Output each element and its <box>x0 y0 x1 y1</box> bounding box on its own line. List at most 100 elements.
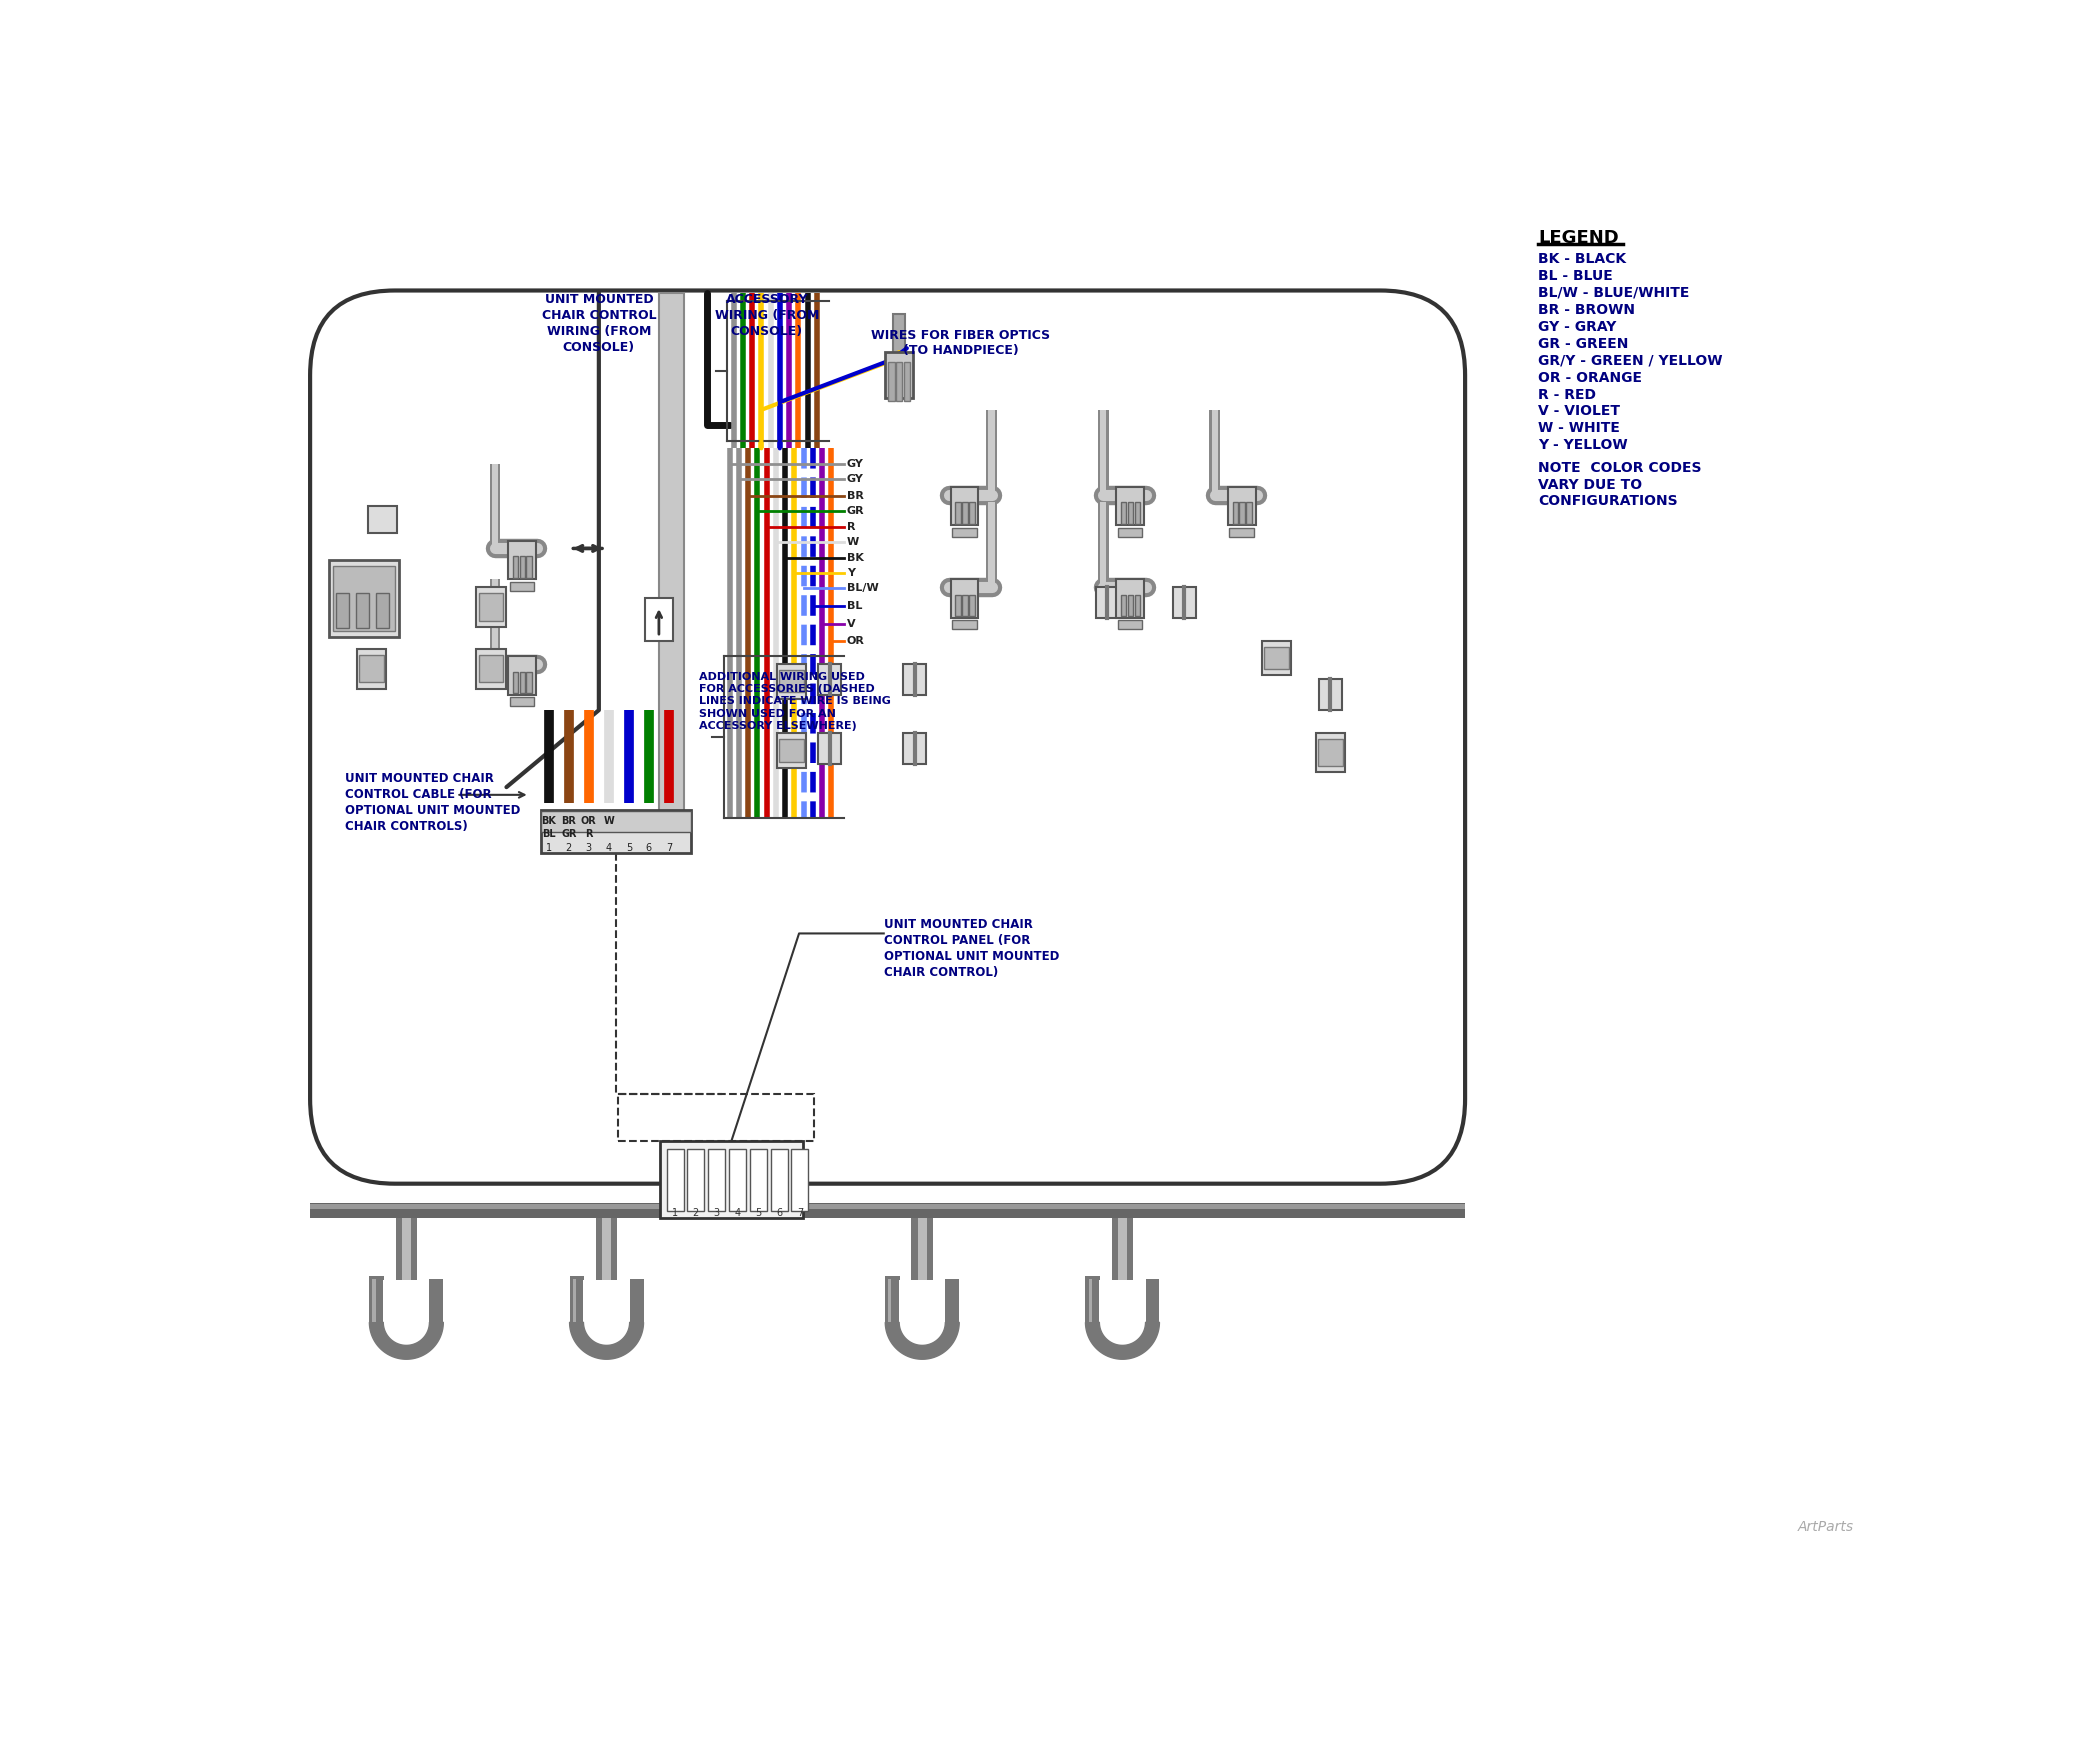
Text: BK - BLACK: BK - BLACK <box>1537 252 1625 266</box>
Text: BK: BK <box>846 552 863 563</box>
Bar <box>573 1279 575 1322</box>
Bar <box>430 1279 443 1322</box>
Bar <box>918 1218 926 1281</box>
Text: 1: 1 <box>546 842 552 853</box>
Text: 7: 7 <box>796 1207 802 1218</box>
Bar <box>370 1279 382 1322</box>
Text: Y - YELLOW: Y - YELLOW <box>1537 438 1628 452</box>
Text: V - VIOLET: V - VIOLET <box>1537 405 1621 419</box>
Bar <box>819 734 842 763</box>
Bar <box>1239 501 1245 524</box>
Bar <box>729 1150 746 1211</box>
Text: BR: BR <box>846 491 863 501</box>
Bar <box>1086 1279 1100 1322</box>
Bar <box>542 811 691 832</box>
Bar <box>617 1094 815 1141</box>
Polygon shape <box>569 1322 643 1359</box>
Bar <box>989 501 995 587</box>
Bar <box>956 501 962 524</box>
Bar <box>1100 411 1107 494</box>
Bar <box>527 556 531 578</box>
Bar <box>1264 646 1289 669</box>
Bar <box>951 487 979 526</box>
Bar <box>886 1275 901 1281</box>
Text: BL/W - BLUE/WHITE: BL/W - BLUE/WHITE <box>1537 287 1691 300</box>
Text: 4: 4 <box>605 842 611 853</box>
Bar <box>659 293 685 826</box>
Text: OR: OR <box>846 636 865 646</box>
Text: GR: GR <box>561 830 578 840</box>
Text: 5: 5 <box>756 1207 762 1218</box>
Text: 4: 4 <box>735 1207 741 1218</box>
Bar <box>819 664 842 695</box>
Bar <box>334 566 395 631</box>
Bar <box>771 1150 788 1211</box>
Text: BL: BL <box>542 830 557 840</box>
Bar <box>477 648 506 688</box>
Text: BR: BR <box>561 816 575 826</box>
Bar <box>370 1275 384 1281</box>
Bar <box>479 655 504 683</box>
Bar <box>951 580 979 618</box>
Bar <box>1228 528 1254 536</box>
Bar <box>1134 594 1140 617</box>
Bar <box>1228 487 1256 526</box>
Text: ADDITIONAL WIRING USED
FOR ACCESSORIES (DASHED
LINES INDICATE WIRE IS BEING
SHOW: ADDITIONAL WIRING USED FOR ACCESSORIES (… <box>699 671 890 732</box>
Bar <box>987 501 998 587</box>
Bar <box>1117 528 1142 536</box>
Bar <box>1096 587 1119 618</box>
Bar <box>336 592 349 627</box>
Bar <box>569 1279 584 1322</box>
Bar <box>527 671 531 694</box>
Bar <box>892 314 905 356</box>
Text: Y: Y <box>846 568 855 578</box>
Bar <box>479 592 504 620</box>
Bar <box>1319 680 1342 709</box>
Bar <box>508 657 536 695</box>
Bar <box>777 734 806 769</box>
Bar <box>1317 734 1344 772</box>
Bar <box>970 594 974 617</box>
Text: W: W <box>846 538 859 547</box>
Bar <box>512 671 519 694</box>
Bar <box>1210 411 1220 494</box>
Bar <box>1117 620 1142 629</box>
Text: LEGEND: LEGEND <box>1537 229 1619 246</box>
Bar <box>1098 501 1109 587</box>
Text: GY: GY <box>846 459 863 468</box>
Bar <box>1121 594 1126 617</box>
Bar <box>645 599 672 641</box>
Text: OR: OR <box>582 816 596 826</box>
Bar <box>1233 501 1239 524</box>
Bar <box>489 580 500 664</box>
Text: GR/Y - GREEN / YELLOW: GR/Y - GREEN / YELLOW <box>1537 353 1722 367</box>
Text: BK: BK <box>542 816 557 826</box>
Bar <box>1100 501 1107 587</box>
Bar <box>1086 1275 1100 1281</box>
Text: R - RED: R - RED <box>1537 388 1596 402</box>
Bar <box>359 655 384 683</box>
Text: 1: 1 <box>672 1207 678 1218</box>
Polygon shape <box>886 1322 960 1359</box>
Text: R: R <box>586 830 592 840</box>
Bar <box>945 1279 960 1322</box>
Bar <box>508 542 536 580</box>
Text: GY - GRAY: GY - GRAY <box>1537 320 1617 334</box>
Bar <box>596 1218 617 1281</box>
Bar <box>956 594 962 617</box>
Text: V: V <box>846 618 855 629</box>
Bar <box>1117 487 1144 526</box>
Bar <box>491 463 498 549</box>
Text: NOTE  COLOR CODES
VARY DUE TO
CONFIGURATIONS: NOTE COLOR CODES VARY DUE TO CONFIGURATI… <box>1537 461 1701 508</box>
Text: GR: GR <box>846 507 865 517</box>
Bar <box>1121 501 1126 524</box>
Text: ACCESSORY
WIRING (FROM
CONSOLE): ACCESSORY WIRING (FROM CONSOLE) <box>714 293 819 337</box>
Bar <box>1117 1218 1128 1281</box>
Text: 5: 5 <box>626 842 632 853</box>
Bar <box>777 664 806 699</box>
Text: 3: 3 <box>714 1207 720 1218</box>
Bar <box>903 664 926 695</box>
Bar <box>989 411 995 494</box>
Bar <box>750 1150 766 1211</box>
Bar <box>903 734 926 763</box>
